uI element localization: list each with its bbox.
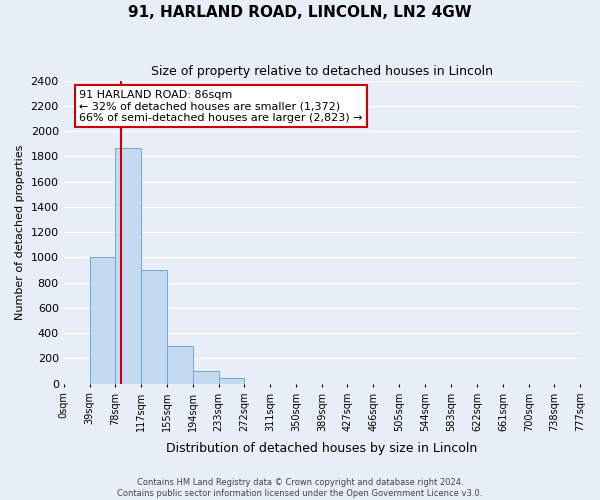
X-axis label: Distribution of detached houses by size in Lincoln: Distribution of detached houses by size …	[166, 442, 478, 455]
Bar	[115, 148, 142, 384]
Y-axis label: Number of detached properties: Number of detached properties	[15, 144, 25, 320]
Text: 91, HARLAND ROAD, LINCOLN, LN2 4GW: 91, HARLAND ROAD, LINCOLN, LN2 4GW	[128, 5, 472, 20]
Title: Size of property relative to detached houses in Lincoln: Size of property relative to detached ho…	[151, 65, 493, 78]
Bar	[142, 270, 167, 384]
Bar	[89, 258, 115, 384]
Bar	[193, 371, 218, 384]
Text: Contains HM Land Registry data © Crown copyright and database right 2024.
Contai: Contains HM Land Registry data © Crown c…	[118, 478, 482, 498]
Text: 91 HARLAND ROAD: 86sqm
← 32% of detached houses are smaller (1,372)
66% of semi-: 91 HARLAND ROAD: 86sqm ← 32% of detached…	[79, 90, 362, 123]
Bar	[218, 378, 244, 384]
Bar	[167, 346, 193, 384]
